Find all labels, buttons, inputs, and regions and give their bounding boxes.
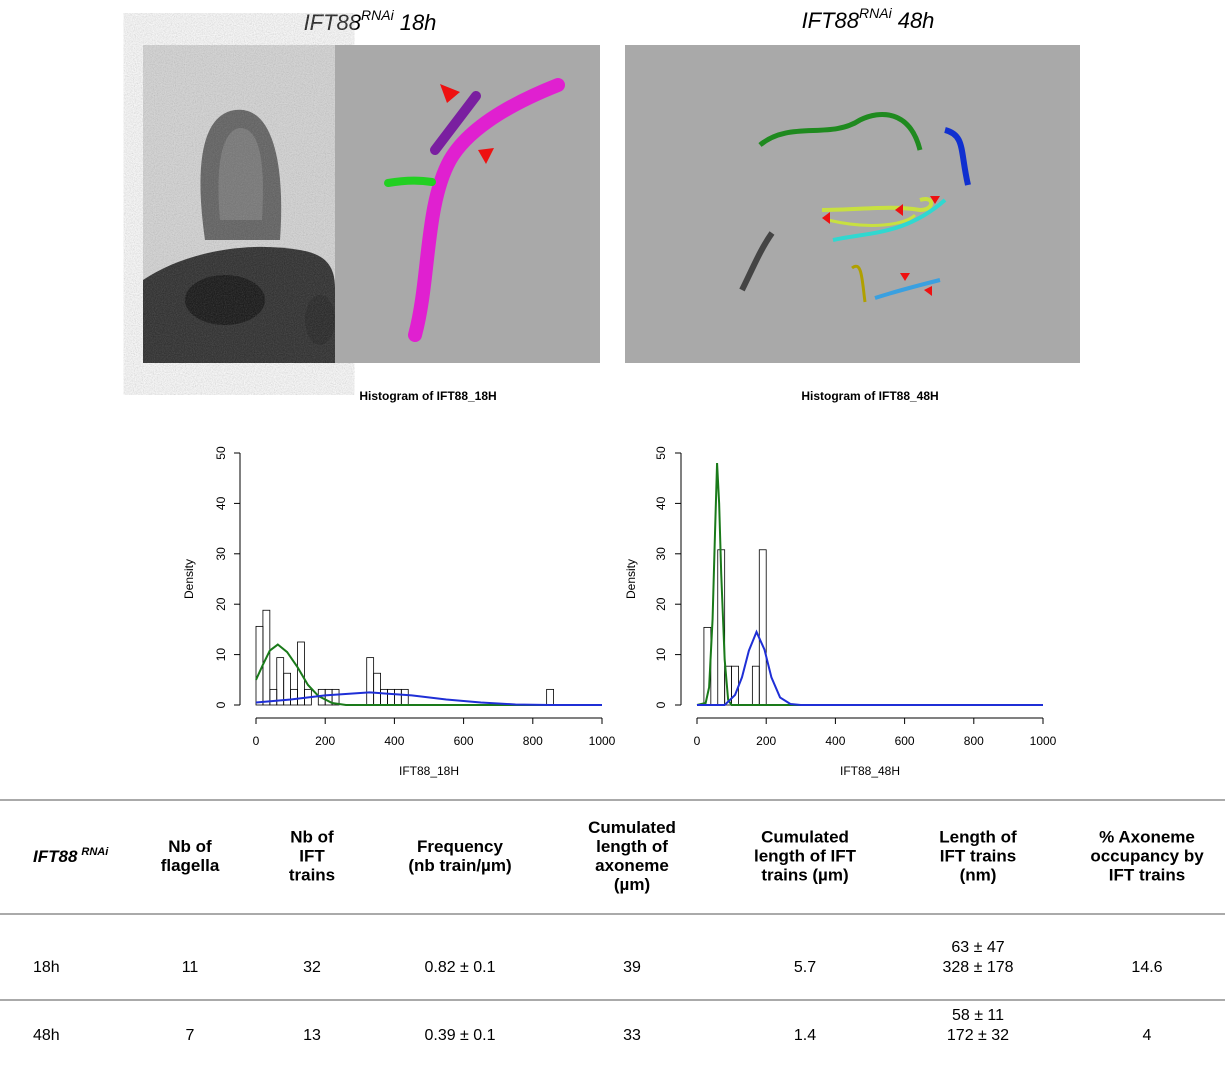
x-tick-label: 400 <box>384 734 404 748</box>
table-cell: 63 ± 47 <box>951 939 1004 956</box>
y-tick-label: 50 <box>214 446 228 460</box>
histogram-bar <box>331 688 340 706</box>
histogram-bar <box>269 688 278 706</box>
histogram-bar <box>276 657 285 706</box>
y-tick-label: 30 <box>214 547 228 561</box>
x-tick-label: 0 <box>694 734 701 748</box>
y-tick-label: 20 <box>654 597 668 611</box>
table-cell: 11 <box>182 959 199 976</box>
y-axis-label: Density <box>182 559 196 599</box>
table-cell: 0.39 ± 0.1 <box>424 1027 495 1044</box>
table-cell: 328 ± 178 <box>942 959 1013 976</box>
density-curve <box>696 463 1043 706</box>
histogram-bar <box>373 672 381 706</box>
y-tick-label: 40 <box>214 496 228 510</box>
table-header: Nb of <box>290 827 334 846</box>
y-tick-label: 20 <box>214 597 228 611</box>
table-cell: 48h <box>33 1027 60 1044</box>
histogram-bar <box>546 688 554 706</box>
histogram-bar <box>366 657 375 706</box>
table-header: trains <box>289 865 335 884</box>
table-header: Frequency <box>417 837 504 856</box>
histogram-bar <box>731 665 739 706</box>
y-tick-label: 0 <box>214 701 228 708</box>
table-header: trains (µm) <box>761 865 848 884</box>
histogram-bar <box>290 688 298 706</box>
table-header: IFT <box>299 846 325 865</box>
reconstruction-3d <box>625 45 1080 363</box>
table-header: Cumulated <box>761 827 849 846</box>
panel-title: IFT88RNAi 48h <box>802 5 935 33</box>
table-header: Nb of <box>168 837 212 856</box>
y-axis-label: Density <box>624 559 638 599</box>
y-tick-label: 10 <box>654 648 668 662</box>
histogram-bar <box>400 688 409 706</box>
x-tick-label: 0 <box>253 734 260 748</box>
x-axis-label: IFT88_48H <box>840 764 900 778</box>
x-tick-label: 800 <box>964 734 984 748</box>
x-axis-label: IFT88_18H <box>399 764 459 778</box>
table-cell: 0.82 ± 0.1 <box>424 959 495 976</box>
histogram-bar <box>262 609 271 706</box>
table-cell: 7 <box>186 1027 195 1044</box>
table-header: Length of <box>939 827 1017 846</box>
histogram-bar <box>387 688 395 706</box>
reconstruction-3d <box>335 45 600 363</box>
micrograph <box>143 45 335 363</box>
table-header: (nb train/µm) <box>408 856 511 875</box>
table-cell: 172 ± 32 <box>947 1027 1009 1044</box>
density-curve <box>255 643 602 706</box>
y-tick-label: 50 <box>654 446 668 460</box>
x-tick-label: 200 <box>756 734 776 748</box>
table-cell: 4 <box>1143 1027 1152 1044</box>
table-cell: 18h <box>33 959 60 976</box>
x-tick-label: 1000 <box>1030 734 1057 748</box>
table-cell: 33 <box>623 1027 641 1044</box>
table-header: (µm) <box>614 875 650 894</box>
table-header: axoneme <box>595 856 669 875</box>
panel-title: IFT88RNAi 18h <box>304 7 437 35</box>
table-header: IFT trains <box>940 846 1017 865</box>
x-tick-label: 600 <box>895 734 915 748</box>
table-cell: 32 <box>303 959 321 976</box>
table-header: flagella <box>161 856 220 875</box>
chart-title: Histogram of IFT88_48H <box>801 389 938 403</box>
histogram-bar <box>751 665 760 706</box>
table-cell: 1.4 <box>794 1027 816 1044</box>
table-cell: 5.7 <box>794 959 816 976</box>
density-curve <box>255 691 602 706</box>
histogram-bar <box>758 549 767 706</box>
y-tick-label: 0 <box>654 701 668 708</box>
table-cell: 58 ± 11 <box>952 1007 1004 1024</box>
table-header: IFT88 RNAi <box>33 846 109 867</box>
histogram-bar <box>297 641 305 706</box>
table-header: IFT trains <box>1109 865 1186 884</box>
x-tick-label: 200 <box>315 734 335 748</box>
x-tick-label: 400 <box>825 734 845 748</box>
y-tick-label: 40 <box>654 496 668 510</box>
y-tick-label: 10 <box>214 648 228 662</box>
histogram-bar <box>393 688 402 706</box>
table-header: occupancy by <box>1090 846 1204 865</box>
chart-title: Histogram of IFT88_18H <box>359 389 496 403</box>
x-tick-label: 1000 <box>589 734 616 748</box>
table-header: length of <box>596 837 668 856</box>
histogram-bar <box>380 688 388 706</box>
table-header: % Axoneme <box>1099 827 1195 846</box>
table-header: Cumulated <box>588 818 676 837</box>
table-cell: 13 <box>303 1027 321 1044</box>
table-cell: 14.6 <box>1131 959 1162 976</box>
table-cell: 39 <box>623 959 641 976</box>
x-tick-label: 800 <box>523 734 543 748</box>
table-header: length of IFT <box>754 846 857 865</box>
y-tick-label: 30 <box>654 547 668 561</box>
x-tick-label: 600 <box>454 734 474 748</box>
table-header: (nm) <box>960 865 997 884</box>
table <box>0 799 1225 1001</box>
density-curve <box>697 629 1043 706</box>
